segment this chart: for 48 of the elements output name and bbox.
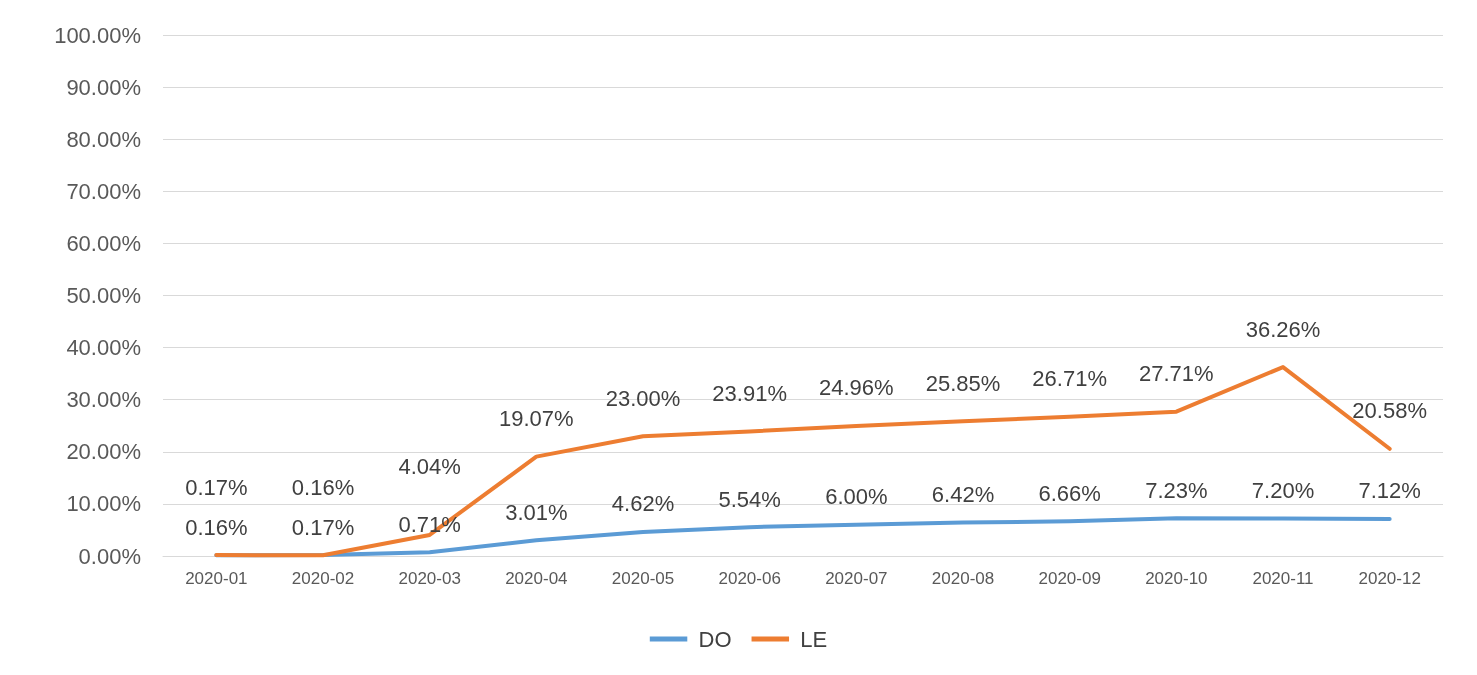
x-tick-label: 2020-04 <box>505 569 568 588</box>
x-tick-label: 2020-07 <box>825 569 888 588</box>
data-label: 4.62% <box>611 491 675 517</box>
data-label: 23.00% <box>605 385 681 411</box>
y-tick-label: 30.00% <box>66 387 141 413</box>
data-label: 6.00% <box>825 484 888 510</box>
y-tick-label: 80.00% <box>66 126 141 152</box>
data-label: 0.16% <box>185 514 248 540</box>
y-tick-label: 20.00% <box>66 439 141 465</box>
data-label: 6.66% <box>1038 480 1101 506</box>
x-tick-label: 2020-09 <box>1038 569 1101 588</box>
data-label: 7.20% <box>1251 477 1315 503</box>
x-tick-label: 2020-08 <box>931 569 995 588</box>
data-label: 27.71% <box>1139 361 1214 387</box>
y-tick-label: 70.00% <box>66 178 141 204</box>
x-tick-label: 2020-02 <box>291 569 355 588</box>
legend-label: DO <box>698 626 732 652</box>
data-label: 20.58% <box>1352 398 1427 424</box>
x-tick-label: 2020-11 <box>1252 569 1314 588</box>
y-tick-label: 10.00% <box>66 491 141 517</box>
data-label: 7.23% <box>1145 477 1208 503</box>
data-label: 6.42% <box>931 482 995 508</box>
data-label: 5.54% <box>718 486 781 512</box>
data-label: 36.26% <box>1245 316 1321 342</box>
y-tick-label: 40.00% <box>66 335 141 361</box>
data-label: 3.01% <box>505 499 568 525</box>
y-tick-label: 60.00% <box>66 230 141 256</box>
x-tick-label: 2020-01 <box>185 569 248 588</box>
data-label: 4.04% <box>398 454 461 480</box>
data-label: 24.96% <box>819 375 894 401</box>
data-label: 7.12% <box>1358 478 1421 504</box>
y-tick-label: 100.00% <box>54 22 141 48</box>
data-label: 26.71% <box>1032 366 1107 392</box>
data-label: 19.07% <box>499 406 574 432</box>
data-label: 0.17% <box>291 514 355 540</box>
x-tick-label: 2020-12 <box>1358 569 1421 588</box>
y-tick-label: 0.00% <box>78 543 141 569</box>
x-tick-label: 2020-10 <box>1145 569 1208 588</box>
x-tick-label: 2020-05 <box>611 569 675 588</box>
y-tick-label: 50.00% <box>66 283 141 308</box>
y-tick-label: 90.00% <box>66 74 141 100</box>
data-label: 25.85% <box>925 370 1001 396</box>
data-label: 23.91% <box>712 380 787 406</box>
x-tick-label: 2020-06 <box>718 569 781 588</box>
legend-label: LE <box>800 626 828 652</box>
data-label: 0.17% <box>185 474 248 500</box>
x-tick-label: 2020-03 <box>398 569 461 588</box>
data-label: 0.16% <box>291 474 355 500</box>
